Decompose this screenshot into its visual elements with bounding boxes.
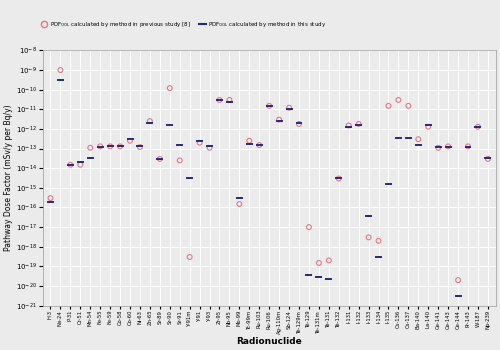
Point <box>325 258 333 263</box>
Point <box>434 145 442 150</box>
Point <box>295 121 303 127</box>
Point <box>56 67 64 73</box>
Point <box>186 254 194 260</box>
Point <box>424 124 432 130</box>
Point <box>464 144 472 149</box>
Point <box>285 105 293 111</box>
Point <box>384 103 392 108</box>
Legend: PDF$_{\rm OOL}$ calculated by method in previous study [8], PDF$_{\rm OOL}$ calc: PDF$_{\rm OOL}$ calculated by method in … <box>41 20 326 29</box>
Point <box>344 123 352 128</box>
Point <box>404 103 412 108</box>
Point <box>76 162 84 168</box>
Point <box>374 238 382 244</box>
Point <box>106 144 114 149</box>
Point <box>444 144 452 149</box>
Point <box>176 158 184 163</box>
Point <box>46 195 54 201</box>
Point <box>315 260 323 266</box>
Point <box>156 156 164 162</box>
Point <box>126 138 134 144</box>
Point <box>364 234 372 240</box>
Point <box>216 97 224 103</box>
X-axis label: Radionuclide: Radionuclide <box>236 337 302 346</box>
Point <box>116 144 124 149</box>
Point <box>335 176 343 181</box>
Point <box>96 144 104 149</box>
Point <box>136 144 144 150</box>
Point <box>265 103 273 108</box>
Point <box>275 117 283 122</box>
Point <box>66 162 74 168</box>
Point <box>146 118 154 124</box>
Point <box>236 201 244 207</box>
Point <box>206 145 214 150</box>
Point <box>484 156 492 162</box>
Point <box>305 224 313 230</box>
Point <box>354 121 362 127</box>
Point <box>196 140 203 146</box>
Y-axis label: Pathway Dose Factor (mSv/y per Bq/y): Pathway Dose Factor (mSv/y per Bq/y) <box>4 105 13 251</box>
Point <box>474 124 482 130</box>
Point <box>226 97 234 103</box>
Point <box>255 142 263 148</box>
Point <box>166 85 174 91</box>
Point <box>246 138 254 144</box>
Point <box>454 277 462 283</box>
Point <box>414 136 422 142</box>
Point <box>394 97 402 103</box>
Point <box>86 145 94 150</box>
